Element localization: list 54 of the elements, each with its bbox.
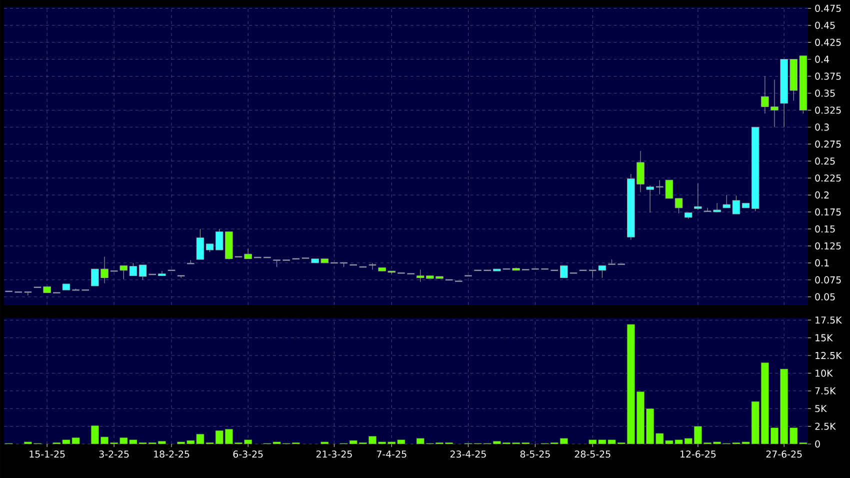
candlestick (138, 264, 147, 280)
candlestick (196, 228, 204, 260)
x-tick-label: 23-4-25 (450, 450, 486, 458)
y-tick-label: 17.5K (816, 316, 842, 324)
candlestick (560, 265, 568, 278)
y-tick-label: 0.2 (815, 191, 829, 199)
candlestick (665, 180, 674, 199)
y-tick-label: 10K (816, 370, 833, 377)
x-tick-label: 3-2-25 (99, 450, 129, 458)
y-tick-label: 0.125 (815, 242, 841, 250)
y-tick-label: 0.375 (815, 72, 841, 80)
y-tick-label: 15K (816, 334, 833, 342)
y-tick-label: 0.275 (815, 140, 841, 148)
y-tick-label: 5K (815, 405, 827, 412)
candlestick (674, 198, 683, 214)
y-tick-label: 12.5K (816, 352, 842, 360)
candlestick (120, 265, 128, 280)
x-tick-label: 28-5-25 (574, 450, 610, 458)
y-tick-label: 0.225 (815, 174, 841, 182)
x-tick-label: 7-4-25 (376, 450, 406, 458)
x-tick-label: 18-2-25 (154, 450, 190, 458)
y-tick-label: 0.35 (815, 90, 835, 97)
y-tick-label: 7.5K (815, 387, 836, 394)
y-tick-label: 0.25 (815, 157, 835, 165)
x-tick-label: 21-3-25 (316, 450, 352, 458)
y-tick-label: 0.175 (815, 208, 841, 216)
y-tick-label: 0.425 (815, 38, 841, 46)
x-tick-label: 6-3-25 (233, 450, 263, 458)
y-tick-label: 0.3 (815, 124, 829, 131)
y-tick-label: 0.1 (815, 259, 829, 266)
candlestick (732, 195, 740, 214)
candlestick (722, 194, 731, 208)
x-tick-label: 27-6-25 (766, 450, 802, 458)
candlestick (694, 183, 702, 210)
candlestick (598, 265, 606, 278)
candlestick (129, 262, 138, 276)
candlestick (158, 270, 166, 276)
y-tick-label: 0.325 (815, 106, 841, 114)
candlestick (703, 208, 712, 212)
x-tick-label: 8-5-25 (520, 450, 550, 458)
bar (320, 442, 329, 444)
y-tick-label: 0.05 (815, 293, 835, 300)
y-tick-label: 0.475 (815, 4, 841, 12)
candlestick (244, 248, 252, 260)
candlestick (655, 180, 664, 195)
y-tick-label: 0.15 (815, 225, 835, 233)
x-tick-label: 12-6-25 (680, 450, 716, 458)
x-tick-label: 15-1-25 (30, 450, 65, 458)
y-tick-label: 0.4 (815, 56, 830, 63)
y-tick-label: 0.075 (815, 276, 841, 284)
y-tick-label: 2.5K (815, 422, 836, 430)
candlestick (646, 185, 654, 213)
y-tick-label: 0 (815, 440, 820, 448)
y-tick-label: 0.45 (815, 22, 835, 29)
